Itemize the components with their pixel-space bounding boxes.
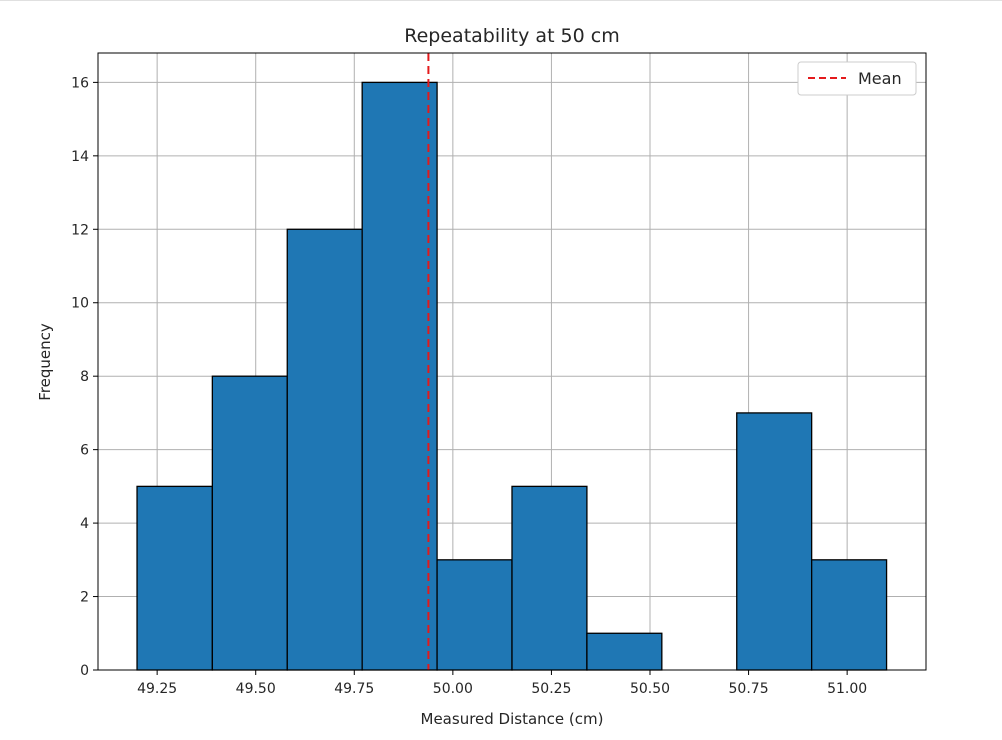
histogram-bar [436, 559, 513, 671]
x-tick-label: 50.25 [531, 681, 571, 697]
x-axis-label: Measured Distance (cm) [421, 710, 604, 728]
histogram-bar [736, 412, 813, 671]
x-tick-label: 49.50 [236, 681, 276, 697]
y-tick-label: 4 [80, 516, 89, 532]
y-tick-label: 2 [80, 590, 89, 606]
x-tick-label: 50.75 [729, 681, 769, 697]
legend-mean-label: Mean [858, 69, 902, 88]
histogram-bar [211, 375, 288, 671]
histogram-bar [586, 632, 663, 671]
y-axis-label: Frequency [36, 323, 54, 401]
y-tick-label: 6 [80, 443, 89, 459]
y-tick-label: 12 [71, 222, 89, 238]
histogram-bar [136, 485, 213, 671]
plot-frame [97, 52, 927, 671]
y-tick-label: 8 [80, 369, 89, 385]
histogram-bar [511, 485, 588, 671]
x-tick-label: 50.00 [433, 681, 473, 697]
x-tick-label: 49.25 [137, 681, 177, 697]
chart-title: Repeatability at 50 cm [404, 25, 619, 47]
y-tick-label: 0 [80, 663, 89, 679]
histogram-bar [361, 81, 438, 671]
y-tick-label: 16 [71, 75, 89, 91]
legend: Mean [797, 61, 917, 96]
x-tick-label: 49.75 [334, 681, 374, 697]
histogram-bar [811, 559, 888, 671]
histogram-bar [286, 228, 363, 671]
y-tick-label: 10 [71, 296, 89, 312]
x-tick-label: 51.00 [827, 681, 867, 697]
x-tick-label: 50.50 [630, 681, 670, 697]
y-tick-label: 14 [71, 149, 89, 165]
